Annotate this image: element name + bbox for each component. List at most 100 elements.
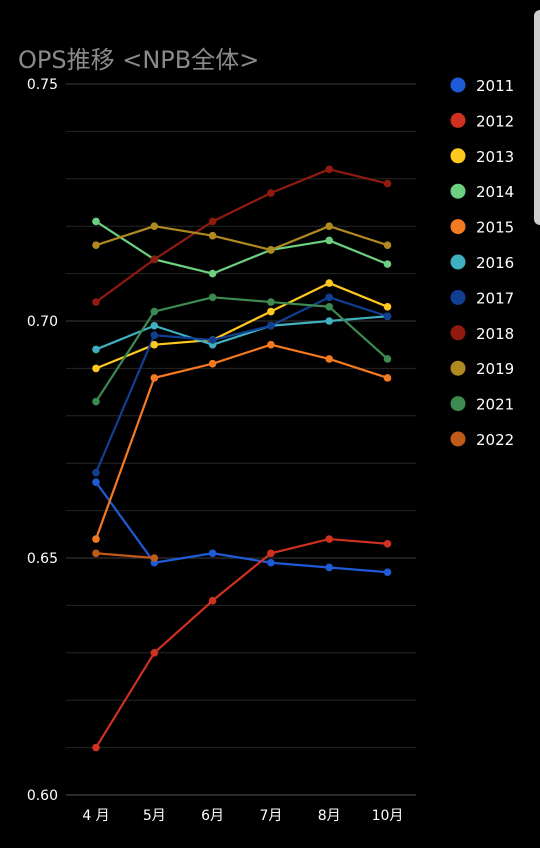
data-point-2012 (267, 549, 275, 558)
y-tick-labels: 0.75 0.70 0.65 0.60 (27, 77, 58, 804)
data-point-2021 (383, 355, 392, 363)
data-point-2022 (150, 554, 159, 562)
data-point-2021 (208, 293, 217, 302)
legend-marker (450, 254, 466, 270)
data-point-2017 (383, 312, 392, 321)
data-point-2012 (383, 539, 392, 548)
legend-marker (450, 431, 466, 447)
data-point-2015 (267, 340, 275, 349)
legend-item-2018[interactable]: 2018 (450, 325, 515, 343)
chart-title: OPS推移 <NPB全体> (18, 46, 260, 74)
legend-item-2019[interactable]: 2019 (450, 360, 515, 378)
data-point-2018 (208, 217, 217, 226)
data-point-2013 (150, 340, 159, 349)
legend-marker (450, 148, 466, 164)
data-point-2019 (267, 246, 275, 254)
legend-marker (450, 360, 466, 376)
data-point-2012 (208, 596, 217, 605)
legend-label: 2017 (476, 289, 514, 307)
y-tick-label: 0.65 (27, 551, 58, 567)
legend-label: 2015 (476, 219, 514, 237)
data-point-2016 (150, 321, 159, 330)
legend[interactable]: 2011 2012 2013 2014 2015 2016 2017 2018 2019 2021… (450, 77, 515, 449)
data-point-2011 (267, 558, 275, 567)
data-point-2018 (150, 255, 159, 264)
x-tick-label: 4 月 (82, 808, 109, 824)
data-point-2018 (383, 179, 392, 188)
y-tick-label: 0.75 (27, 77, 58, 93)
data-point-2017 (208, 336, 217, 344)
x-tick-label: 7月 (259, 808, 282, 824)
x-tick-label: 5月 (143, 808, 166, 824)
data-point-2017 (267, 321, 275, 330)
grid-lines (66, 83, 416, 796)
series-line-2016 (95, 315, 388, 351)
scrollbar-handle[interactable] (534, 10, 540, 225)
legend-label: 2021 (476, 396, 514, 414)
legend-label: 2011 (476, 77, 514, 95)
legend-marker (450, 112, 466, 128)
y-tick-label: 0.70 (27, 314, 58, 330)
x-tick-labels: 4 月 5月 6月 7月 8月 10月 (82, 808, 403, 824)
data-point-2019 (208, 231, 217, 240)
data-point-2017 (92, 468, 100, 477)
data-point-2016 (325, 317, 334, 325)
legend-label: 2019 (476, 360, 514, 378)
series-line-2014 (95, 220, 388, 275)
data-point-2017 (150, 331, 159, 340)
data-point-2017 (325, 293, 334, 302)
data-point-2013 (325, 279, 334, 287)
legend-marker (450, 289, 466, 305)
legend-marker (450, 77, 466, 93)
data-point-2013 (383, 302, 392, 311)
legend-marker (450, 396, 466, 412)
data-point-2021 (267, 298, 275, 306)
legend-label: 2022 (476, 431, 514, 449)
data-point-2012 (150, 649, 159, 657)
legend-item-2013[interactable]: 2013 (450, 148, 515, 166)
data-point-2021 (92, 397, 100, 406)
legend-marker (450, 219, 466, 235)
legend-label: 2016 (476, 254, 514, 272)
series-line-2022 (95, 552, 155, 560)
legend-item-2017[interactable]: 2017 (450, 289, 515, 307)
data-point-2011 (92, 478, 100, 486)
data-point-2011 (208, 549, 217, 558)
data-point-2019 (325, 222, 334, 230)
x-tick-label: 6月 (201, 808, 224, 824)
legend-item-2014[interactable]: 2014 (450, 183, 515, 201)
legend-label: 2012 (476, 112, 514, 130)
data-point-2018 (325, 165, 334, 174)
x-tick-label: 8月 (318, 808, 341, 824)
y-tick-label: 0.60 (27, 788, 58, 804)
legend-item-2011[interactable]: 2011 (450, 77, 515, 95)
data-point-2019 (150, 222, 159, 230)
data-point-2018 (92, 298, 100, 306)
data-point-2015 (383, 374, 392, 382)
data-point-2014 (383, 260, 392, 268)
legend-label: 2018 (476, 325, 514, 343)
series-line-2021 (95, 296, 389, 403)
legend-label: 2014 (476, 183, 514, 201)
data-point-2019 (383, 241, 392, 249)
legend-item-2022[interactable]: 2022 (450, 431, 515, 449)
data-point-2013 (92, 364, 100, 373)
data-point-2015 (208, 359, 217, 368)
data-point-2012 (325, 535, 334, 543)
data-point-2013 (267, 307, 275, 316)
data-point-2014 (325, 236, 334, 245)
data-point-2011 (383, 568, 392, 577)
legend-item-2016[interactable]: 2016 (450, 254, 515, 272)
data-point-2022 (92, 549, 100, 558)
legend-item-2021[interactable]: 2021 (450, 396, 515, 414)
series-line-2011 (95, 481, 388, 574)
series-line-2015 (94, 343, 388, 540)
legend-item-2015[interactable]: 2015 (450, 219, 515, 237)
data-point-2011 (325, 563, 334, 572)
data-point-2014 (208, 269, 217, 278)
data-point-2014 (92, 217, 100, 226)
legend-marker (450, 183, 466, 199)
data-point-2015 (325, 355, 334, 363)
legend-item-2012[interactable]: 2012 (450, 112, 515, 130)
